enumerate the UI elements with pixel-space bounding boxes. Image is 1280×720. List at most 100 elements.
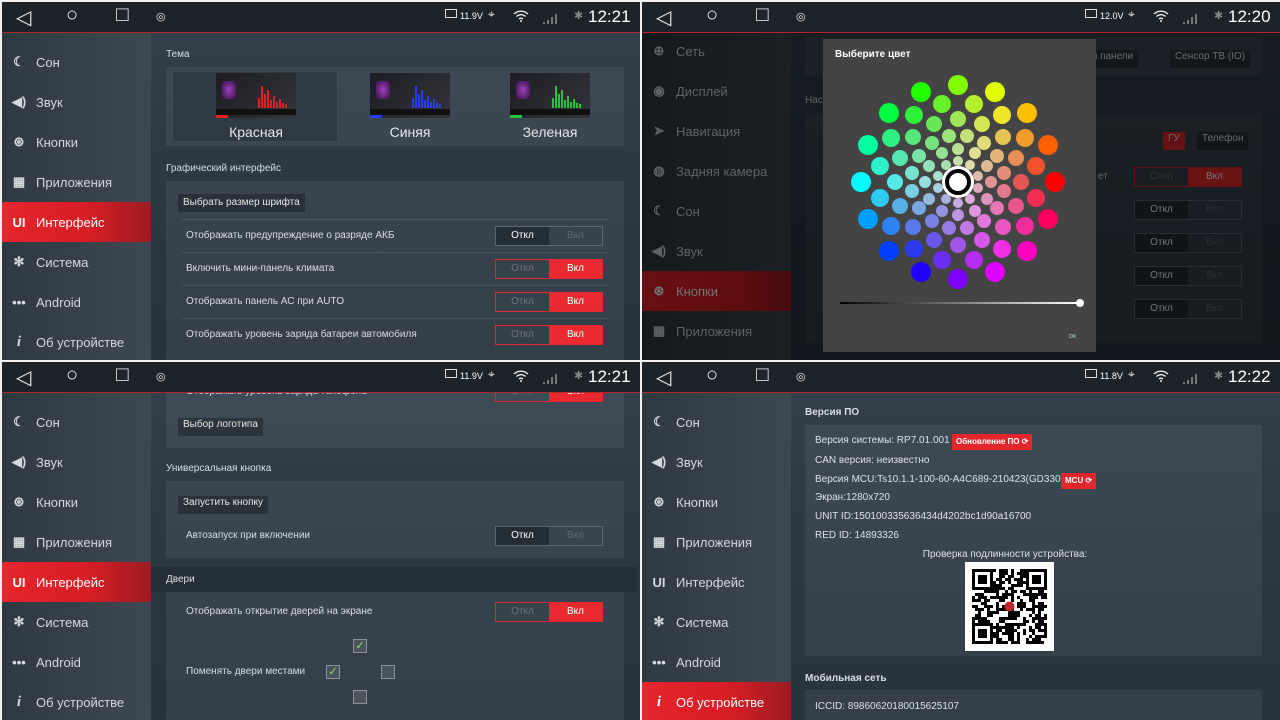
color-swatch[interactable] (1008, 149, 1025, 166)
sidebar-item-6[interactable]: ••• Android (2, 642, 151, 682)
color-swatch[interactable] (1027, 157, 1046, 176)
theme-thumbnail-2[interactable] (510, 73, 590, 118)
color-swatch[interactable] (925, 115, 942, 132)
recents-icon[interactable]: □ (116, 3, 129, 26)
home-icon[interactable]: ○ (66, 4, 79, 26)
color-swatch[interactable] (904, 184, 919, 199)
recents-icon[interactable]: □ (756, 3, 769, 26)
sidebar-item-1[interactable]: ◀) Звук (642, 442, 791, 482)
color-swatch[interactable] (950, 237, 966, 253)
color-swatch[interactable] (960, 221, 975, 236)
back-icon[interactable]: ◁ (656, 367, 672, 389)
toggle-on-option[interactable]: Вкл (567, 230, 584, 241)
color-swatch[interactable] (1013, 174, 1029, 190)
door-checkbox-left[interactable]: ✓ (326, 665, 340, 679)
ok-button[interactable]: ок (1069, 333, 1076, 340)
color-swatch[interactable] (905, 129, 922, 146)
toggle-off-option[interactable]: Откл (511, 606, 534, 617)
color-swatch[interactable] (972, 183, 983, 194)
color-swatch[interactable] (1037, 209, 1058, 230)
sidebar-item-5[interactable]: ✻ Система (2, 242, 151, 282)
sidebar-item-7[interactable]: i Об устройстве (642, 682, 791, 720)
back-icon[interactable]: ◁ (16, 7, 32, 29)
color-swatch[interactable] (910, 82, 931, 103)
sidebar-item-2[interactable]: ⊛ Кнопки (642, 482, 791, 522)
color-swatch[interactable] (935, 204, 948, 217)
color-swatch[interactable] (993, 106, 1012, 125)
sidebar-item-3[interactable]: ▦ Приложения (642, 522, 791, 562)
color-swatch[interactable] (923, 159, 936, 172)
toggle-on-option[interactable]: Вкл (549, 260, 602, 278)
color-swatch[interactable] (935, 147, 948, 160)
toggle-on-option[interactable]: Вкл (549, 603, 602, 621)
color-swatch[interactable] (993, 239, 1012, 258)
toggle-off-option[interactable]: Откл (511, 296, 534, 307)
sidebar-item-6[interactable]: ••• Android (642, 642, 791, 682)
color-swatch[interactable] (1016, 240, 1037, 261)
font-size-button[interactable]: Выбрать размер шрифта (178, 194, 305, 212)
color-swatch[interactable] (858, 209, 879, 230)
color-swatch[interactable] (968, 147, 981, 160)
color-swatch[interactable] (910, 261, 931, 282)
color-swatch[interactable] (994, 218, 1011, 235)
update-mcu-button[interactable]: MCU ⟳ (1061, 473, 1097, 489)
color-swatch[interactable] (933, 94, 952, 113)
color-swatch[interactable] (1015, 128, 1034, 147)
recents-icon[interactable]: □ (116, 363, 129, 386)
color-swatch[interactable] (933, 251, 952, 270)
toggle-off-option[interactable]: Откл (511, 263, 534, 274)
color-swatch[interactable] (933, 183, 944, 194)
color-swatch[interactable] (911, 201, 926, 216)
color-swatch[interactable] (904, 239, 923, 258)
color-swatch[interactable] (905, 218, 922, 235)
color-swatch[interactable] (1037, 134, 1058, 155)
color-swatch[interactable] (870, 157, 889, 176)
back-icon[interactable]: ◁ (16, 367, 32, 389)
color-swatch[interactable] (870, 188, 889, 207)
color-swatch[interactable] (948, 269, 968, 289)
color-swatch[interactable] (977, 214, 992, 229)
home-icon[interactable]: ○ (66, 364, 79, 386)
door-checkbox-bottom[interactable] (353, 690, 367, 704)
color-swatch[interactable] (965, 160, 976, 170)
toggle-on-option[interactable]: Вкл (549, 326, 602, 344)
sidebar-item-7[interactable]: i Об устройстве (2, 682, 151, 720)
sidebar-item-7[interactable]: i Об устройстве (2, 322, 151, 360)
on-off-toggle[interactable]: Откл Вкл (495, 292, 603, 312)
brightness-slider[interactable] (840, 302, 1080, 304)
sidebar-item-4[interactable]: UI Интерфейс (2, 202, 151, 242)
color-swatch[interactable] (990, 201, 1005, 216)
color-swatch[interactable] (974, 115, 991, 132)
color-swatch[interactable] (985, 176, 997, 188)
color-swatch[interactable] (1027, 188, 1046, 207)
color-swatch[interactable] (997, 165, 1012, 180)
color-swatch[interactable] (882, 128, 901, 147)
color-swatch[interactable] (985, 261, 1006, 282)
on-off-toggle[interactable]: Откл Вкл (495, 526, 603, 546)
color-swatch[interactable] (1045, 172, 1065, 192)
color-swatch[interactable] (891, 198, 908, 215)
color-swatch[interactable] (985, 82, 1006, 103)
color-swatch[interactable] (980, 159, 993, 172)
color-swatch[interactable] (879, 103, 900, 124)
color-swatch[interactable] (887, 174, 903, 190)
color-swatch[interactable] (924, 214, 939, 229)
on-off-toggle[interactable]: Откл Вкл (495, 602, 603, 622)
color-swatch[interactable] (953, 198, 963, 208)
color-swatch[interactable] (972, 170, 983, 181)
color-swatch[interactable] (964, 251, 983, 270)
color-swatch[interactable] (858, 134, 879, 155)
color-swatch[interactable] (904, 165, 919, 180)
color-swatch[interactable] (953, 156, 963, 166)
sidebar-item-0[interactable]: ☾ Сон (642, 402, 791, 442)
sidebar-item-1[interactable]: ◀) Звук (2, 442, 151, 482)
color-swatch[interactable] (891, 149, 908, 166)
color-swatch[interactable] (990, 148, 1005, 163)
sidebar-item-2[interactable]: ⊛ Кнопки (2, 122, 151, 162)
brightness-slider-knob[interactable] (1076, 299, 1084, 307)
color-swatch[interactable] (925, 232, 942, 249)
selected-color-swatch[interactable] (945, 169, 971, 195)
sidebar-item-4[interactable]: UI Интерфейс (2, 562, 151, 602)
color-swatch[interactable] (923, 192, 936, 205)
sidebar-item-1[interactable]: ◀) Звук (2, 82, 151, 122)
